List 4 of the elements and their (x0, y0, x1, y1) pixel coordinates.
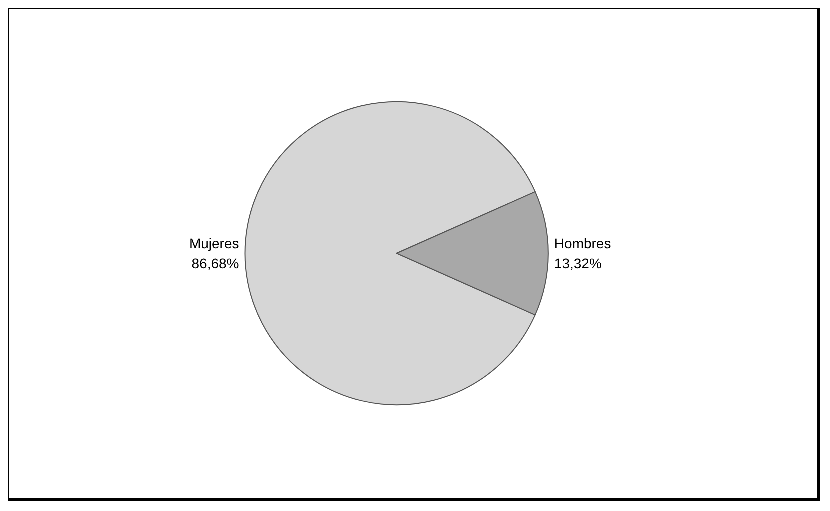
data-label: 86,68% (192, 255, 240, 272)
slice-label: Hombres (554, 236, 612, 252)
slice-label: Mujeres (189, 235, 240, 252)
data-label: 13,32% (554, 256, 602, 272)
